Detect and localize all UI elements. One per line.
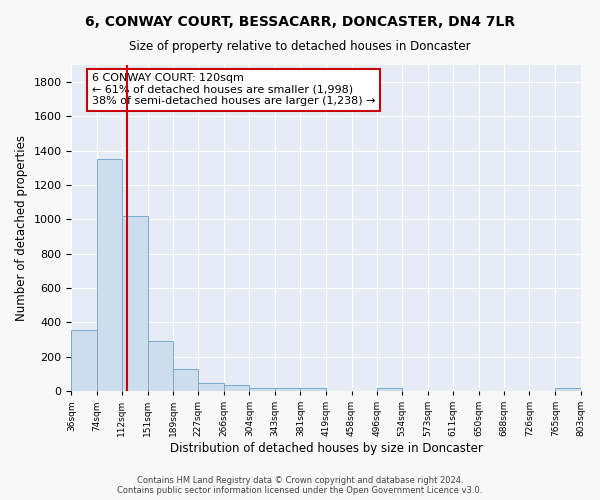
Text: Contains HM Land Registry data © Crown copyright and database right 2024.
Contai: Contains HM Land Registry data © Crown c… [118, 476, 482, 495]
Bar [249, 388, 275, 391]
Bar [148, 342, 173, 391]
Bar [71, 330, 97, 391]
Bar [97, 158, 122, 391]
Bar [377, 388, 402, 391]
Y-axis label: Number of detached properties: Number of detached properties [15, 135, 28, 321]
Text: Size of property relative to detached houses in Doncaster: Size of property relative to detached ho… [129, 40, 471, 53]
Bar [198, 384, 224, 391]
Bar [275, 388, 301, 391]
Text: 6, CONWAY COURT, BESSACARR, DONCASTER, DN4 7LR: 6, CONWAY COURT, BESSACARR, DONCASTER, D… [85, 15, 515, 29]
Bar [122, 216, 148, 391]
X-axis label: Distribution of detached houses by size in Doncaster: Distribution of detached houses by size … [170, 442, 482, 455]
Bar [301, 388, 326, 391]
Bar [555, 388, 581, 391]
Text: 6 CONWAY COURT: 120sqm
← 61% of detached houses are smaller (1,998)
38% of semi-: 6 CONWAY COURT: 120sqm ← 61% of detached… [92, 73, 375, 106]
Bar [173, 368, 198, 391]
Bar [224, 385, 249, 391]
